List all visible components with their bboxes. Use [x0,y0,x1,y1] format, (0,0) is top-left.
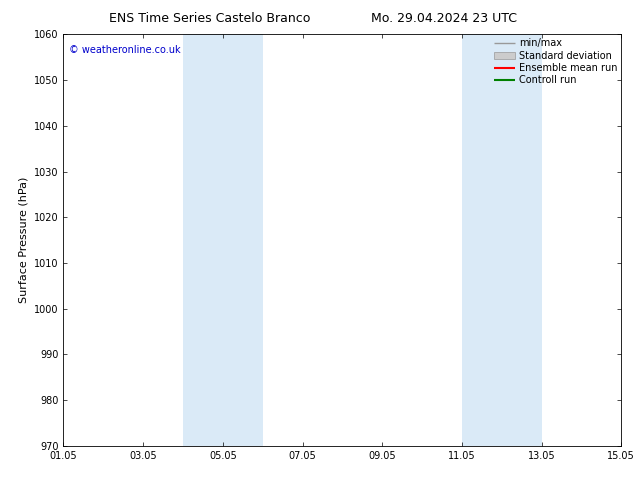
Bar [462,34,541,446]
Legend: min/max, Standard deviation, Ensemble mean run, Controll run: min/max, Standard deviation, Ensemble me… [492,36,619,87]
Text: ENS Time Series Castelo Branco: ENS Time Series Castelo Branco [108,12,310,25]
Y-axis label: Surface Pressure (hPa): Surface Pressure (hPa) [18,177,29,303]
Text: Mo. 29.04.2024 23 UTC: Mo. 29.04.2024 23 UTC [371,12,517,25]
Bar [183,34,262,446]
Text: © weatheronline.co.uk: © weatheronline.co.uk [69,45,181,54]
